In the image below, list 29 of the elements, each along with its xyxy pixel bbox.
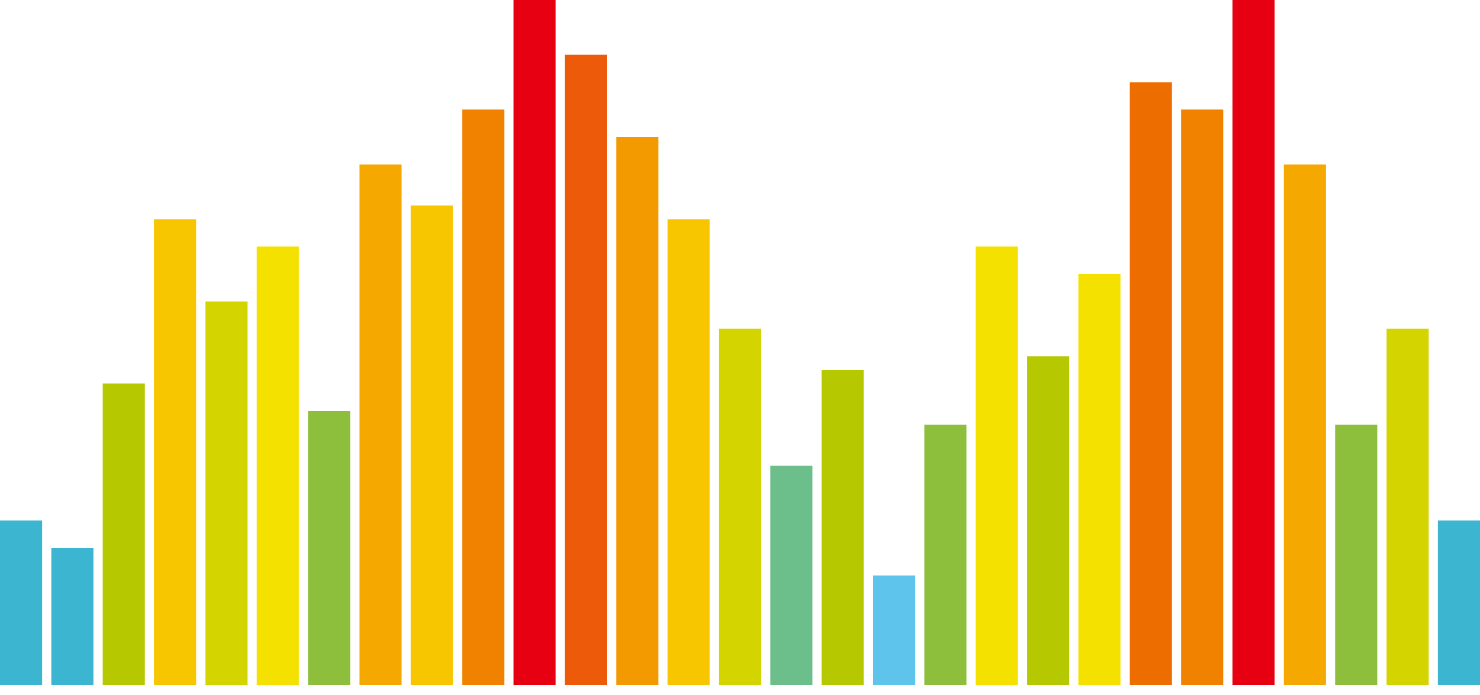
bar: [0, 520, 43, 685]
bar: [308, 411, 351, 685]
bar: [513, 0, 556, 685]
bar: [1386, 328, 1429, 685]
bar: [975, 246, 1018, 685]
bar: [667, 219, 710, 685]
bar: [1283, 164, 1326, 685]
bar: [564, 54, 607, 685]
bar: [462, 109, 505, 685]
bar: [1078, 274, 1121, 685]
bar: [1129, 82, 1172, 685]
bar: [1027, 356, 1070, 685]
bar: [1437, 520, 1480, 685]
bar: [616, 137, 659, 685]
bar: [1181, 109, 1224, 685]
bar: [359, 164, 402, 685]
bar: [102, 383, 145, 685]
bar: [256, 246, 299, 685]
bar: [410, 205, 453, 685]
bar: [154, 219, 197, 685]
bar: [770, 465, 813, 685]
bar: [205, 301, 248, 685]
bar: [51, 548, 94, 685]
bar: [718, 328, 762, 685]
bar: [1232, 0, 1275, 685]
bar: [873, 575, 916, 685]
bar: [1335, 424, 1378, 685]
bar: [821, 369, 864, 685]
bar: [924, 424, 967, 685]
